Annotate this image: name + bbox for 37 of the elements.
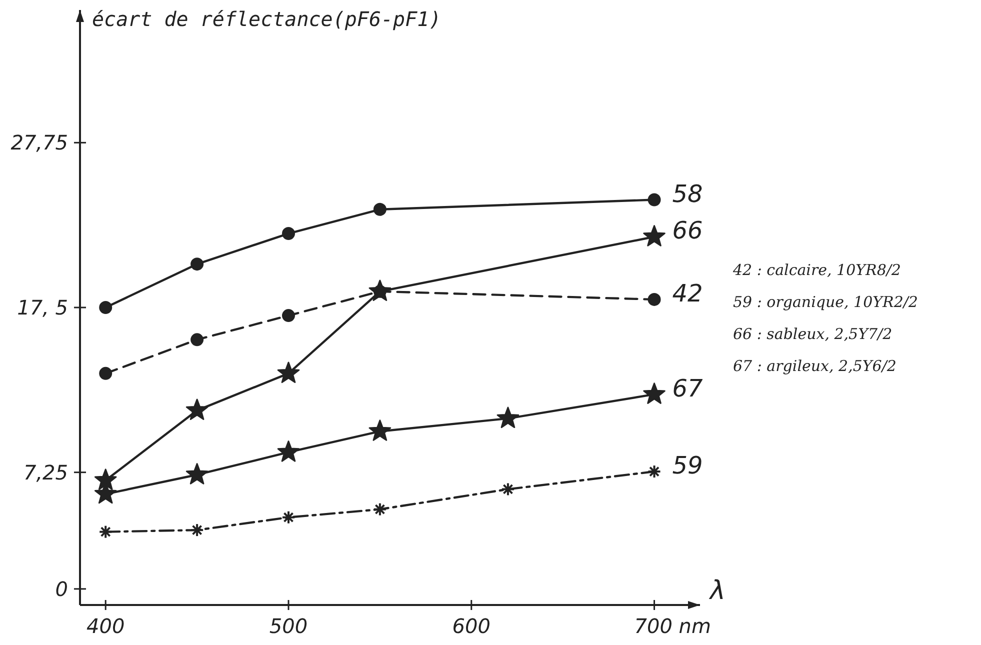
point xyxy=(643,225,666,246)
series-label: 58 xyxy=(672,180,703,208)
point xyxy=(368,420,392,441)
point xyxy=(186,398,208,420)
y-tick-label: 27,75 xyxy=(10,130,68,155)
point xyxy=(99,301,112,314)
point xyxy=(282,227,295,240)
point xyxy=(496,406,520,428)
y-tick-label: 7,25 xyxy=(23,460,68,484)
y-tick-label: 17, 5 xyxy=(17,296,68,320)
series-label: 67 xyxy=(672,374,704,402)
text: 66 : sableux, 2,5Y7/2 xyxy=(733,325,892,343)
x-axis-title: λ xyxy=(708,576,726,606)
point xyxy=(373,202,386,216)
point xyxy=(190,333,204,346)
x-tick-label: 400 xyxy=(86,614,125,638)
point xyxy=(282,309,295,322)
x-tick-label: 500 xyxy=(269,614,308,638)
text: 42 : calcaire, 10YR8/2 xyxy=(732,261,901,279)
point xyxy=(94,468,117,490)
text: 67 : argileux, 2,5Y6/2 xyxy=(733,357,896,375)
series-label: 66 xyxy=(672,216,703,245)
x-tick-label: 700 nm xyxy=(634,614,711,638)
point xyxy=(648,292,661,306)
point xyxy=(643,382,666,404)
point xyxy=(190,258,204,271)
y-axis-title: écart de réflectance(pF6-pF1) xyxy=(92,7,442,31)
x-tick-label: 600 xyxy=(452,614,490,638)
y-tick-label: 0 xyxy=(55,576,68,601)
point xyxy=(277,440,300,462)
point xyxy=(648,193,661,206)
series-label: 42 xyxy=(672,279,703,308)
series-label: 59 xyxy=(672,452,703,480)
text: 59 : organique, 10YR2/2 xyxy=(733,293,918,311)
point xyxy=(99,366,112,380)
point xyxy=(186,463,208,484)
point xyxy=(277,362,300,384)
